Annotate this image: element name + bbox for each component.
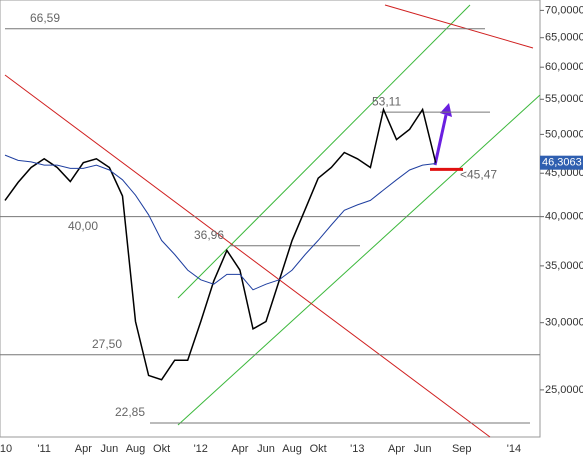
x-tick-label: '12 xyxy=(194,443,208,455)
price-line xyxy=(4,107,437,381)
price-tag-label: 46,3063 xyxy=(542,157,582,169)
y-tick-label: 35,0000 xyxy=(545,260,583,272)
x-tick-label: '11 xyxy=(37,443,51,455)
arrow-head xyxy=(440,103,452,117)
x-tick-label: Apr xyxy=(388,443,405,455)
x-tick-label: Aug xyxy=(126,443,146,455)
y-tick-label: 65,0000 xyxy=(545,32,583,44)
y-tick-label: 45,0000 xyxy=(545,167,583,179)
support-label: <45,47 xyxy=(460,168,497,182)
trend-line xyxy=(384,4,534,49)
average-line xyxy=(4,154,436,291)
y-tick-label: 25,0000 xyxy=(545,384,583,396)
x-tick-label: Okt xyxy=(153,443,170,455)
y-tick-label: 50,0000 xyxy=(545,128,583,140)
arrow xyxy=(433,114,448,166)
level-label: 36,96 xyxy=(194,228,224,242)
x-tick-label: '13 xyxy=(350,443,364,455)
x-tick-label: Jun xyxy=(257,443,275,455)
trend-line xyxy=(4,74,491,438)
level-label: 66,59 xyxy=(30,11,60,25)
plot-area xyxy=(0,0,541,438)
x-tick-label: Jun xyxy=(414,443,432,455)
x-tick-label: Aug xyxy=(282,443,302,455)
x-tick-label: '14 xyxy=(507,443,521,455)
x-tick-label: Apr xyxy=(231,443,248,455)
x-tick-label: Sep xyxy=(452,443,472,455)
y-tick-label: 55,0000 xyxy=(545,93,583,105)
level-label: 27,50 xyxy=(92,337,122,351)
y-tick-label: 40,0000 xyxy=(545,211,583,223)
channel-lower xyxy=(177,94,541,426)
x-tick-label: Okt xyxy=(310,443,327,455)
y-tick-label: 30,0000 xyxy=(545,317,583,329)
x-tick-label: Apr xyxy=(75,443,92,455)
level-label: 22,85 xyxy=(115,405,145,419)
level-label: 53,11 xyxy=(372,94,401,108)
x-tick-label: '10 xyxy=(0,443,12,455)
x-tick-label: Jun xyxy=(101,443,119,455)
price-tag xyxy=(540,155,583,170)
y-tick-label: 60,0000 xyxy=(545,61,583,73)
y-tick-label: 70,0000 xyxy=(545,4,583,16)
level-label: 40,00 xyxy=(68,219,98,233)
